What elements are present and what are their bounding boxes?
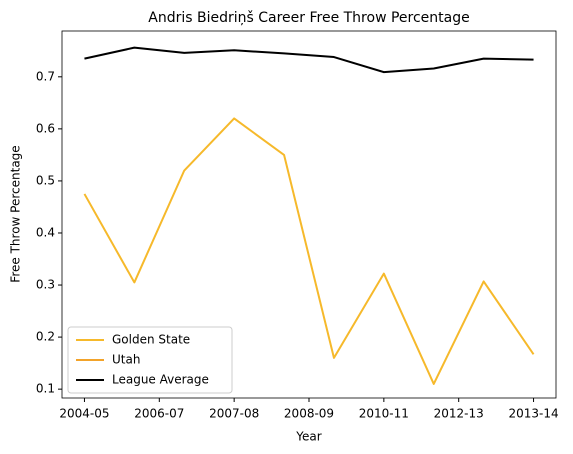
y-tick-label: 0.3 [36, 278, 55, 292]
x-axis-label: Year [295, 430, 321, 444]
y-tick-label: 0.2 [36, 330, 55, 344]
y-tick-label: 0.7 [36, 69, 55, 83]
x-tick-label: 2006-07 [134, 407, 184, 421]
x-tick-label: 2010-11 [359, 407, 409, 421]
y-tick-label: 0.1 [36, 382, 55, 396]
y-tick-label: 0.4 [36, 225, 55, 239]
x-tick-label: 2008-09 [284, 407, 334, 421]
x-tick-label: 2007-08 [209, 407, 259, 421]
series-line [83, 117, 535, 385]
y-tick-label: 0.6 [36, 121, 55, 135]
legend-label: Golden State [112, 333, 190, 347]
y-axis-label: Free Throw Percentage [9, 145, 23, 282]
series-line [84, 46, 534, 74]
x-tick-label: 2004-05 [59, 407, 109, 421]
x-tick-label: 2013-14 [508, 407, 558, 421]
plot-frame [61, 30, 557, 399]
y-tick-label: 0.5 [36, 173, 55, 187]
legend-box [67, 326, 233, 394]
legend-label: Utah [112, 353, 140, 367]
legend-label: League Average [112, 373, 209, 387]
chart-title: Andris Biedriņš Career Free Throw Percen… [148, 10, 469, 26]
x-tick-label: 2012-13 [434, 407, 484, 421]
